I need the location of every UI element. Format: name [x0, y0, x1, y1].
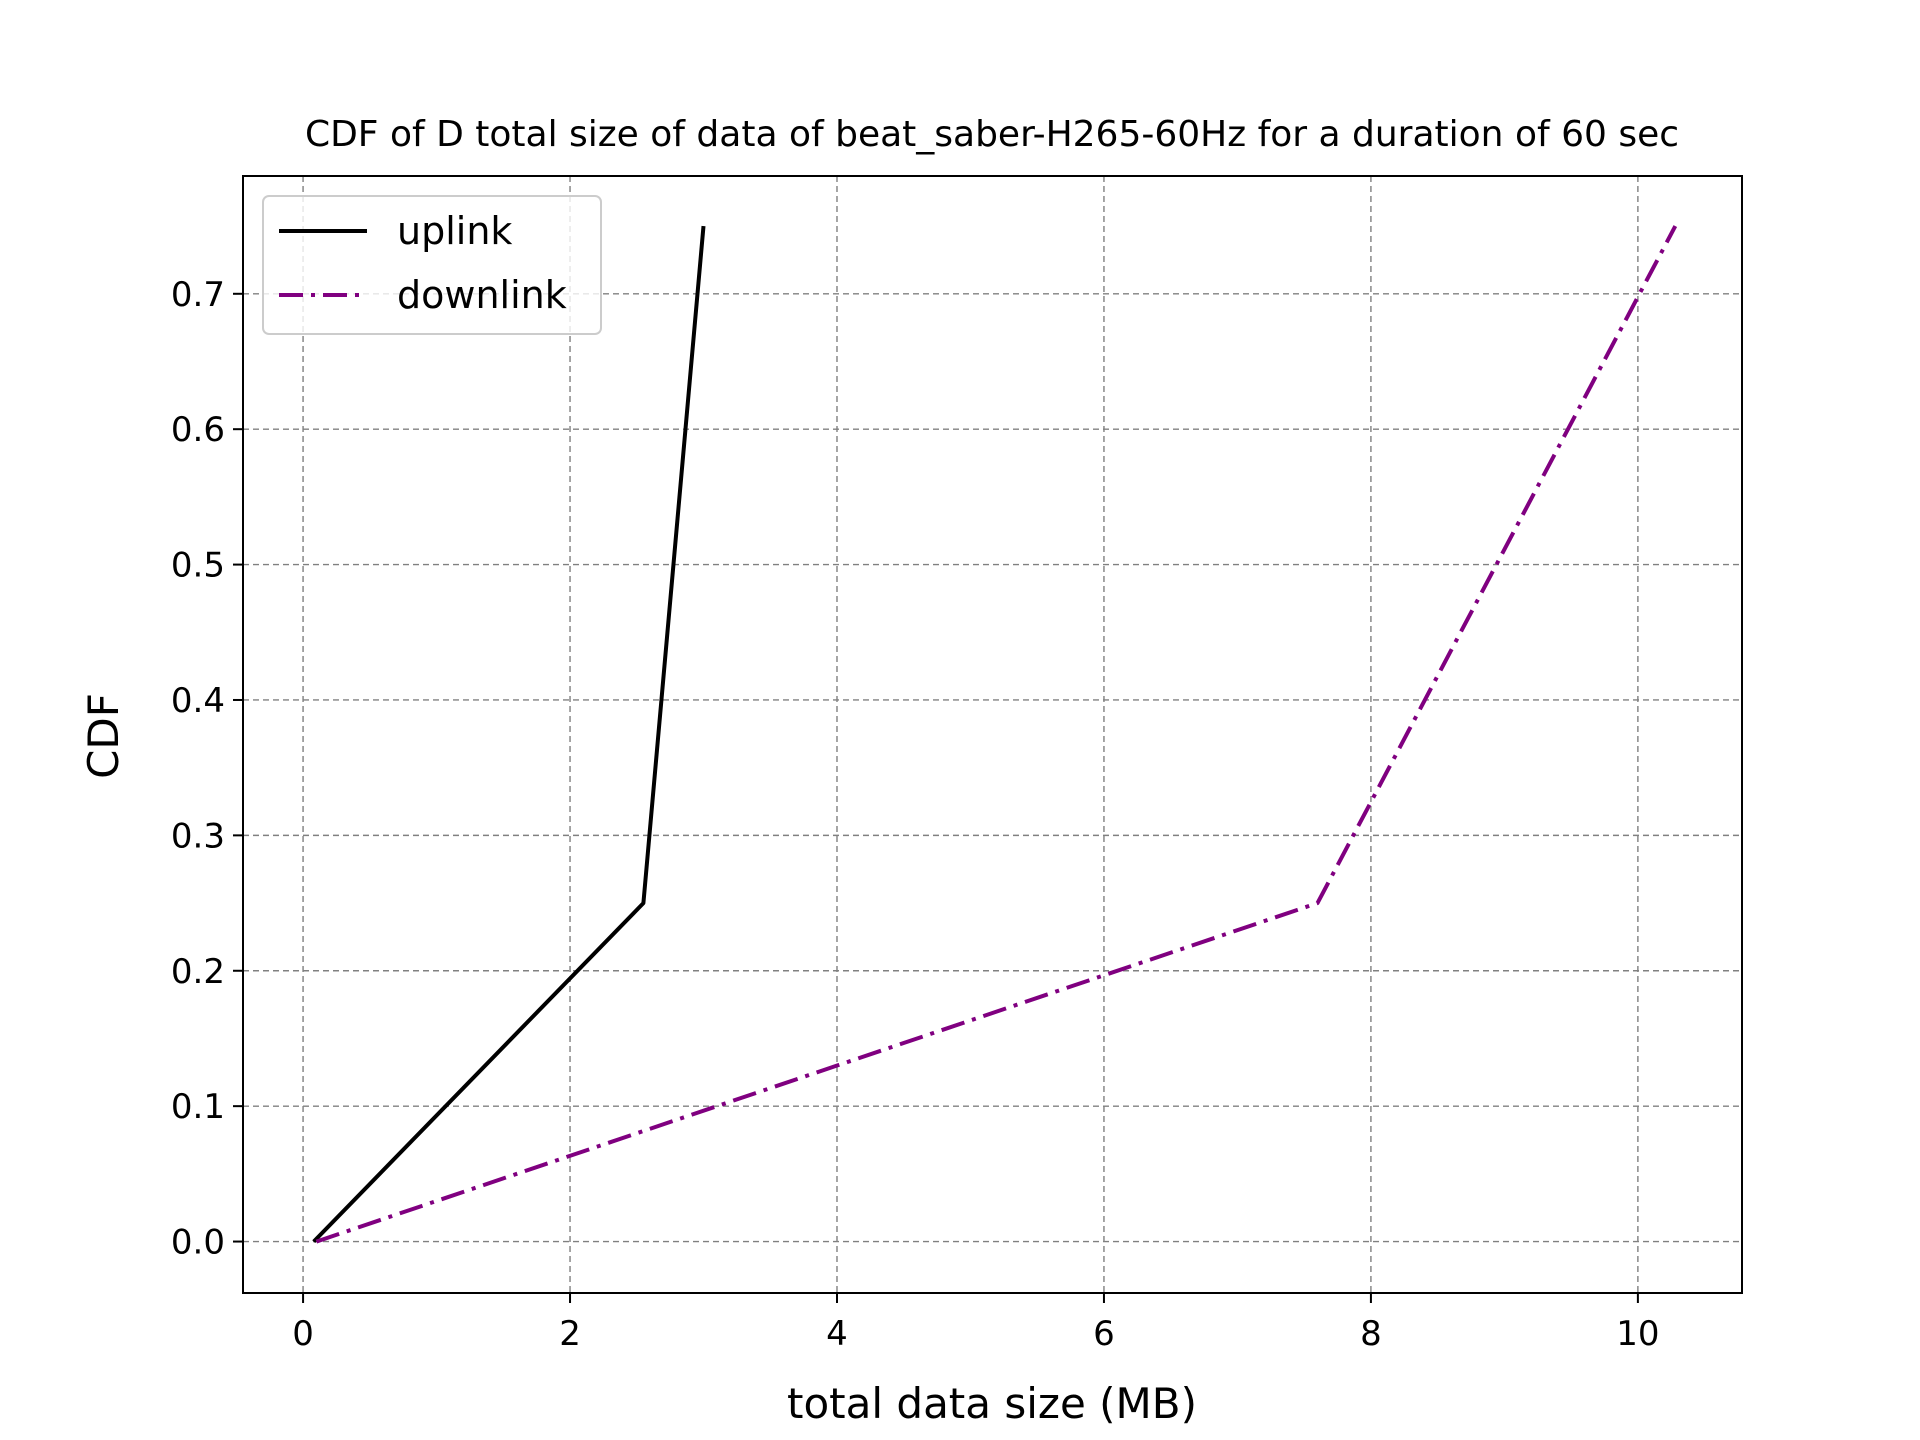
y-tick-label: 0.3: [171, 816, 225, 856]
y-axis-label: CDF: [79, 693, 128, 779]
y-tick-label: 0.5: [171, 546, 225, 586]
x-tick-label: 0: [292, 1314, 314, 1354]
series-line-uplink: [312, 225, 706, 1243]
series-lines: [312, 225, 1678, 1244]
plot-area-frame: [242, 175, 1743, 1294]
x-axis-ticks: 0 2 4 6 8 10: [292, 1293, 1660, 1354]
y-tick-label: 0.1: [171, 1087, 225, 1127]
x-tick-label: 10: [1616, 1314, 1659, 1354]
legend-label-uplink: uplink: [397, 209, 512, 253]
y-axis-ticks: 0.0 0.1 0.2 0.3 0.4 0.5 0.6 0.7: [171, 275, 243, 1263]
x-tick-label: 2: [559, 1314, 581, 1354]
chart-title: CDF of D total size of data of beat_sabe…: [305, 114, 1679, 155]
y-tick-label: 0.4: [171, 681, 225, 721]
y-tick-label: 0.0: [171, 1223, 225, 1263]
x-tick-label: 8: [1360, 1314, 1382, 1354]
y-tick-label: 0.6: [171, 410, 225, 450]
y-tick-label: 0.7: [171, 275, 225, 315]
series-line-downlink: [315, 225, 1678, 1244]
x-tick-label: 4: [826, 1314, 848, 1354]
legend-label-downlink: downlink: [397, 273, 567, 317]
x-axis-label: total data size (MB): [787, 1379, 1197, 1428]
legend: uplink downlink: [262, 195, 602, 335]
x-tick-label: 6: [1093, 1314, 1115, 1354]
y-tick-label: 0.2: [171, 952, 225, 992]
grid-lines: [243, 176, 1742, 1293]
